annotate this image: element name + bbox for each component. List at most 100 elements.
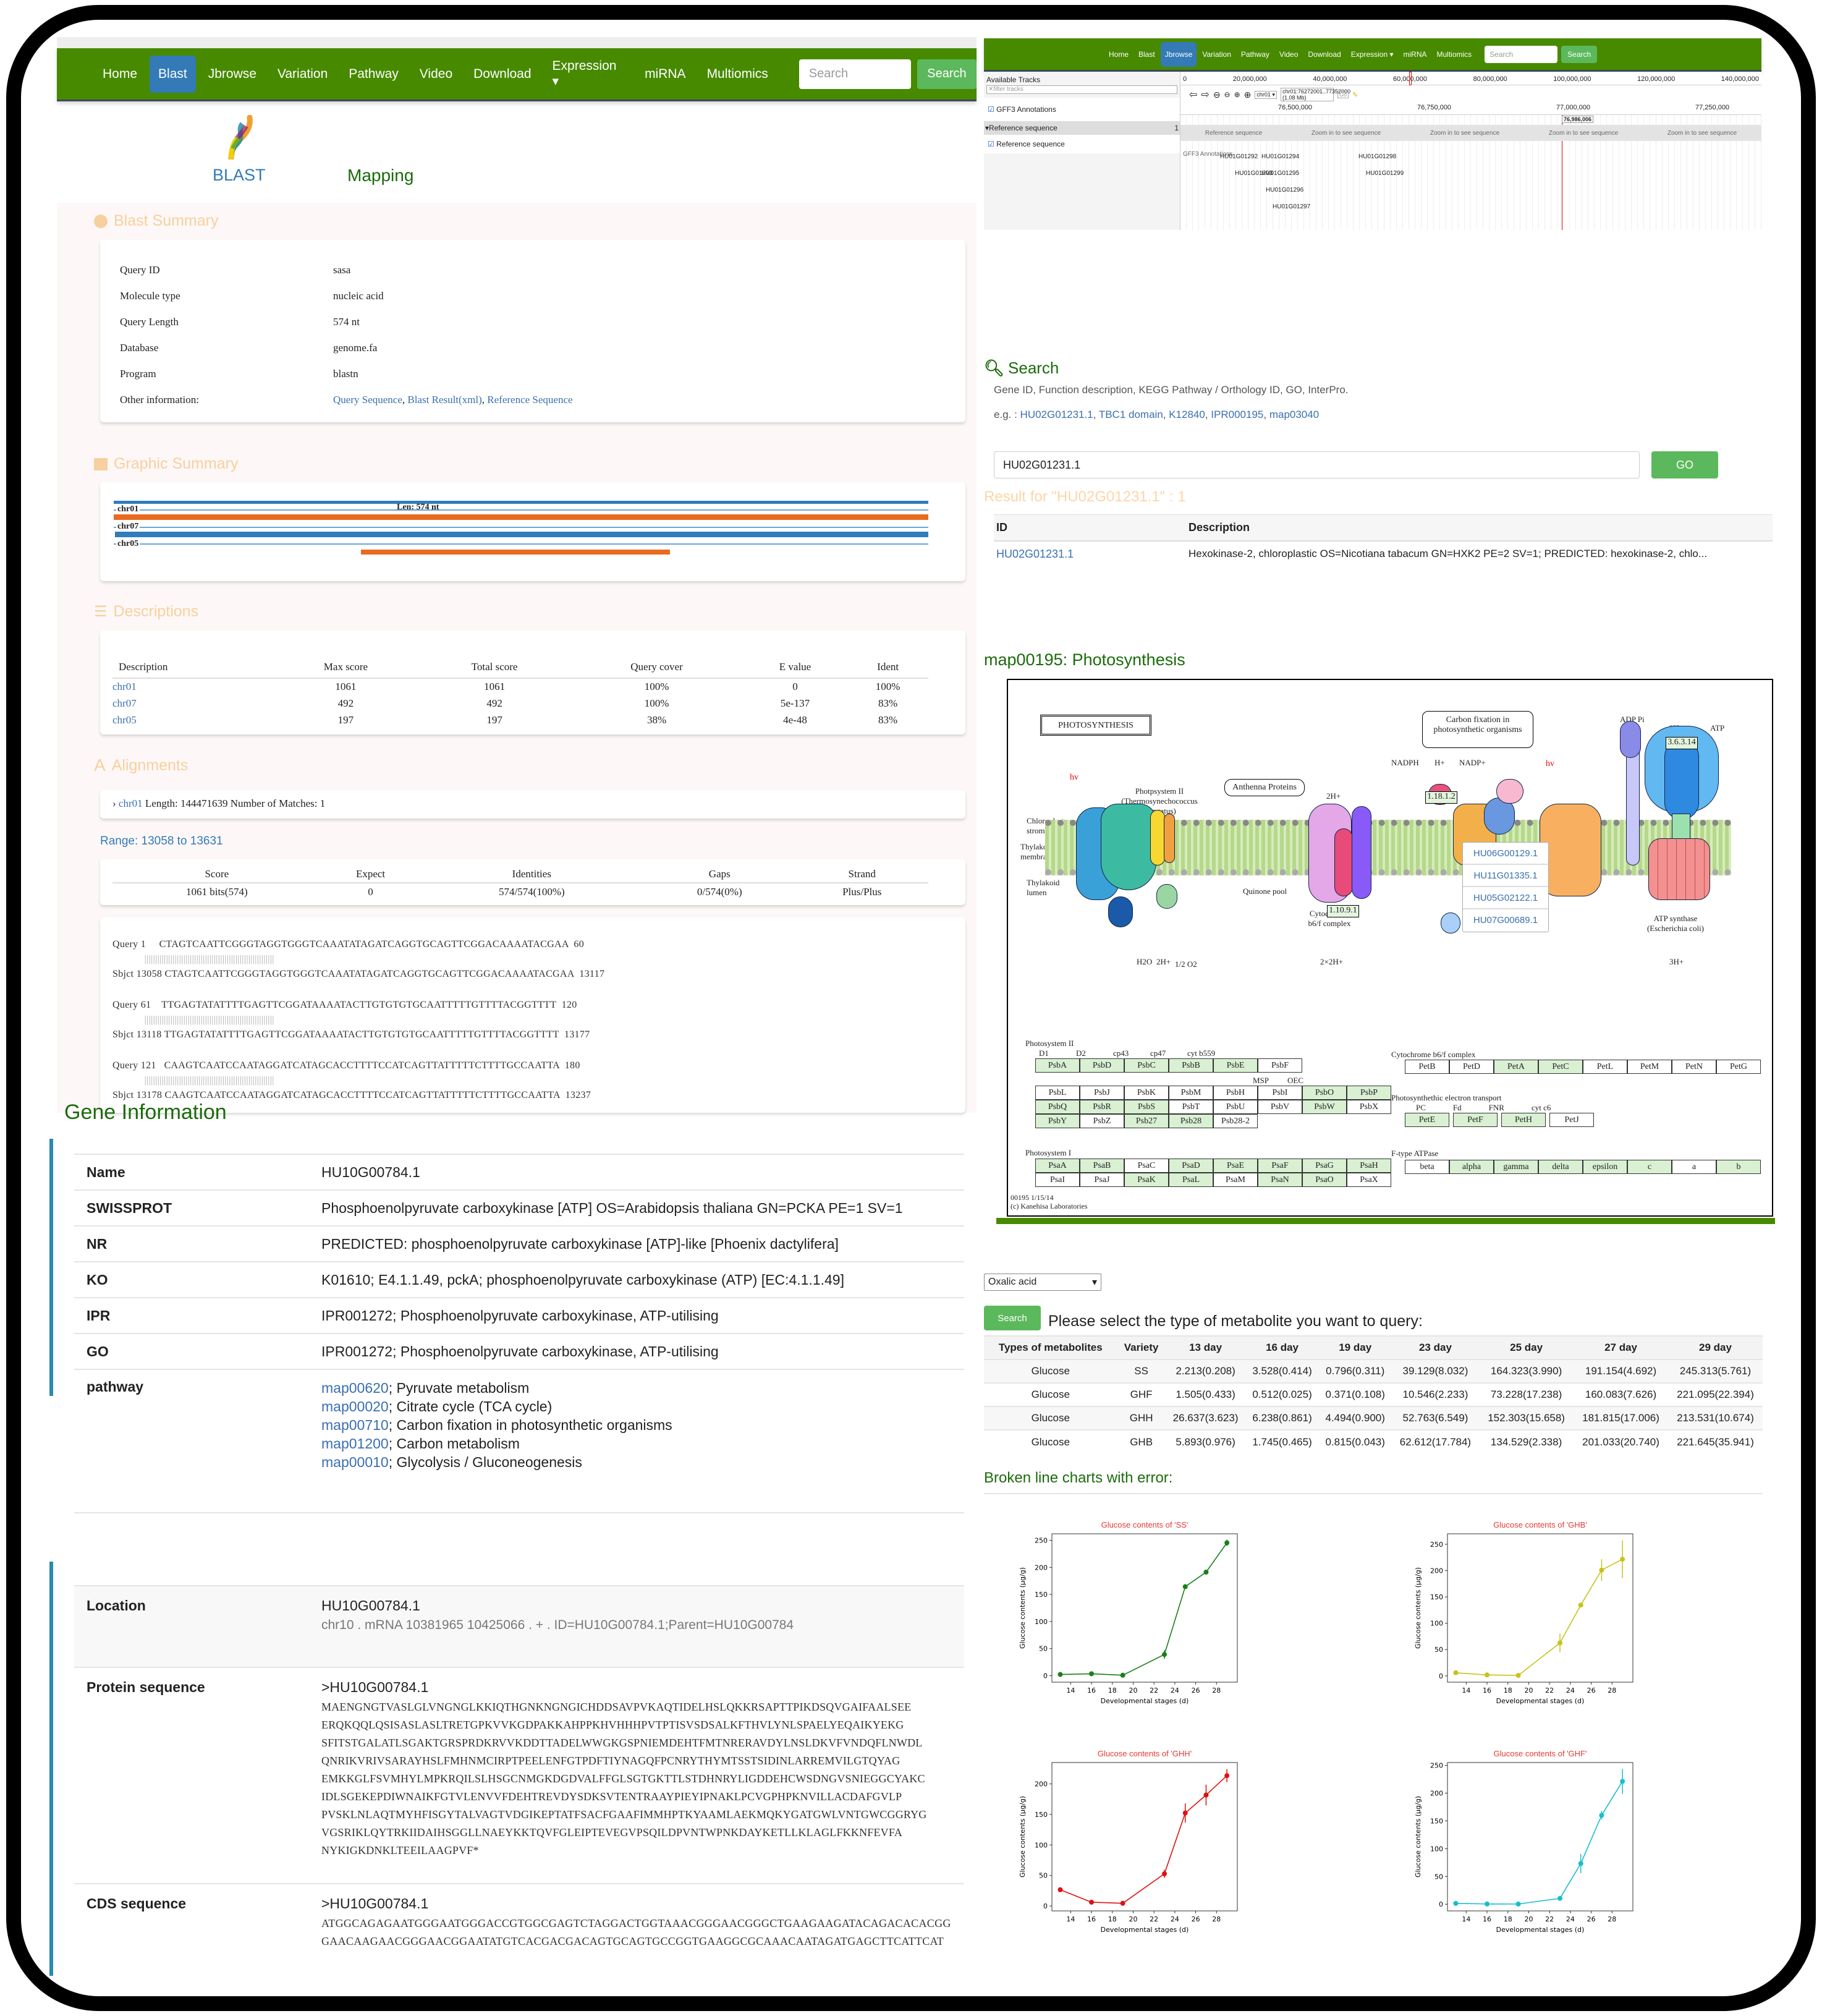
zoom-out-icon[interactable]: ⊖ bbox=[1213, 89, 1221, 100]
antenna-proteins-link[interactable]: Anthenna Proteins bbox=[1224, 779, 1305, 796]
track-gff3-toggle[interactable]: ☑ GFF3 Annotations bbox=[984, 98, 1180, 121]
carbon-fixation-link[interactable]: Carbon fixation in photosynthetic organi… bbox=[1422, 711, 1533, 748]
ec-1-18-1-2[interactable]: 1.18.1.2 bbox=[1425, 791, 1457, 804]
cytb559-e-protein[interactable] bbox=[1164, 814, 1175, 863]
pathway-link[interactable]: map00010 bbox=[321, 1454, 389, 1470]
nav-multiomics[interactable]: Multiomics bbox=[706, 66, 768, 81]
gene-feature[interactable]: HU01G01298 bbox=[1358, 153, 1397, 160]
atpase-delta-protein[interactable] bbox=[1620, 721, 1641, 758]
nav-search-input[interactable]: Search bbox=[799, 59, 911, 89]
zoom-out-small-icon[interactable]: ⊖ bbox=[1224, 90, 1231, 99]
nav-search-button[interactable]: Search bbox=[917, 59, 977, 89]
go-button[interactable]: Go bbox=[1337, 91, 1349, 98]
hit-link[interactable]: chr05 bbox=[112, 713, 137, 726]
kegg-gene-box[interactable]: PsaA bbox=[1035, 1159, 1080, 1173]
mapping-tab[interactable]: Mapping bbox=[347, 166, 414, 185]
nav-search-input[interactable]: Search bbox=[1485, 45, 1558, 63]
kegg-gene-box[interactable]: c bbox=[1627, 1160, 1672, 1174]
hit-link[interactable]: chr07 bbox=[112, 697, 137, 709]
zoom-in-icon[interactable]: ⊕ bbox=[1244, 89, 1252, 100]
pathway-link[interactable]: map01200 bbox=[321, 1435, 389, 1452]
kegg-gene-box[interactable]: PsaB bbox=[1080, 1159, 1124, 1173]
kegg-gene-box[interactable]: PsbP bbox=[1347, 1086, 1391, 1100]
nav-variation[interactable]: Variation bbox=[1202, 49, 1231, 59]
chr07-hit-bar[interactable] bbox=[115, 532, 928, 537]
chr01-label[interactable]: chr01 bbox=[116, 504, 140, 514]
kegg-gene-box[interactable]: PsbA bbox=[1035, 1058, 1080, 1073]
nav-mirna[interactable]: miRNA bbox=[1403, 49, 1427, 59]
pathway-link[interactable]: map00020 bbox=[321, 1398, 389, 1414]
search-input[interactable]: HU02G01231.1 bbox=[994, 451, 1640, 478]
nav-download[interactable]: Download bbox=[1308, 49, 1341, 59]
kegg-gene-box[interactable]: Psb28 bbox=[1169, 1114, 1213, 1128]
nav-jbrowse[interactable]: Jbrowse bbox=[208, 66, 256, 81]
chr07-label[interactable]: chr07 bbox=[116, 522, 140, 532]
nav-expression-dropdown[interactable]: Expression ▾ bbox=[552, 59, 617, 88]
nav-expression-dropdown[interactable]: Expression ▾ bbox=[1350, 49, 1394, 59]
gene-feature[interactable]: HU01G01296 bbox=[1266, 187, 1304, 194]
kegg-gene-box[interactable]: PsaD bbox=[1169, 1159, 1213, 1173]
kegg-gene-box[interactable]: PetE bbox=[1405, 1113, 1449, 1127]
nav-multiomics[interactable]: Multiomics bbox=[1436, 49, 1472, 59]
location-input[interactable]: chr01:76272001..77352000 (1.08 Mb) bbox=[1280, 88, 1350, 101]
psbv-protein[interactable] bbox=[1156, 884, 1177, 909]
psab-protein[interactable] bbox=[1540, 804, 1601, 896]
pathway-link[interactable]: map00710 bbox=[321, 1417, 389, 1433]
ec-1-10-9-1[interactable]: 1.10.9.1 bbox=[1327, 905, 1359, 917]
track-reference-toggle[interactable]: ☑ Reference sequence bbox=[984, 135, 1180, 153]
chr05-label[interactable]: chr05 bbox=[116, 539, 140, 549]
kegg-gene-box[interactable]: alpha bbox=[1449, 1160, 1494, 1174]
genome-view[interactable]: 0 20,000,000 40,000,000 60,000,000 80,000,00… bbox=[1180, 72, 1761, 230]
psad-protein[interactable] bbox=[1484, 797, 1515, 835]
kegg-gene-box[interactable]: PsbB bbox=[1169, 1058, 1213, 1073]
metabolite-search-button[interactable]: Search bbox=[984, 1306, 1041, 1330]
gene-feature[interactable]: HU01G01292 bbox=[1220, 153, 1258, 160]
cytb559-f-protein[interactable] bbox=[1150, 810, 1165, 866]
kegg-gene-box[interactable]: PetF bbox=[1453, 1113, 1498, 1127]
chrom-select[interactable]: chr01 ▾ bbox=[1255, 90, 1277, 99]
kegg-gene-box[interactable]: PsbS bbox=[1124, 1100, 1169, 1114]
gene-feature[interactable]: HU01G01294 bbox=[1261, 153, 1300, 160]
result-id-link[interactable]: HU02G01231.1 bbox=[996, 547, 1074, 560]
alignment-hit-link[interactable]: chr01 bbox=[118, 797, 143, 809]
kegg-gene-box[interactable]: PsbC bbox=[1124, 1058, 1169, 1073]
popup-gene-link[interactable]: HU11G01335.1 bbox=[1463, 865, 1548, 887]
atpase-c-ring[interactable] bbox=[1648, 838, 1710, 900]
kegg-gene-box[interactable]: PsaN bbox=[1258, 1173, 1302, 1187]
pathway-link[interactable]: map00620 bbox=[321, 1380, 389, 1396]
nav-jbrowse[interactable]: Jbrowse bbox=[1160, 41, 1197, 67]
kegg-gene-box[interactable]: PetC bbox=[1538, 1060, 1583, 1074]
nav-video[interactable]: Video bbox=[419, 66, 453, 81]
gene-feature[interactable]: HU01G01293 bbox=[1235, 170, 1273, 177]
kegg-gene-box[interactable]: PsaL bbox=[1169, 1173, 1213, 1187]
kegg-gene-box[interactable]: gamma bbox=[1494, 1160, 1538, 1174]
kegg-gene-box[interactable]: Psb27 bbox=[1124, 1114, 1169, 1128]
reference-group-header[interactable]: ▾Reference sequence 1 bbox=[984, 121, 1180, 135]
nav-variation[interactable]: Variation bbox=[277, 66, 328, 81]
gene-feature[interactable]: HU01G01299 bbox=[1366, 170, 1404, 177]
example-link[interactable]: HU02G01231.1 bbox=[1020, 409, 1093, 420]
nav-blast[interactable]: Blast bbox=[150, 55, 196, 93]
go-button[interactable]: GO bbox=[1651, 451, 1718, 478]
overview-locator[interactable] bbox=[1409, 72, 1412, 85]
kegg-gene-box[interactable]: PsbY bbox=[1035, 1114, 1080, 1128]
nav-mirna[interactable]: miRNA bbox=[645, 66, 686, 81]
petd-protein[interactable] bbox=[1334, 828, 1353, 896]
d1-protein[interactable] bbox=[1101, 804, 1156, 890]
checkbox-icon[interactable]: ☑ bbox=[988, 105, 994, 114]
kegg-gene-box[interactable]: delta bbox=[1538, 1160, 1583, 1174]
psbu-protein[interactable] bbox=[1108, 896, 1133, 927]
kegg-gene-box[interactable]: PsbO bbox=[1302, 1086, 1347, 1100]
kegg-gene-box[interactable]: PsbE bbox=[1213, 1058, 1258, 1073]
nav-home[interactable]: Home bbox=[103, 66, 138, 81]
kegg-gene-box[interactable]: PsbW bbox=[1302, 1100, 1347, 1114]
nav-pathway[interactable]: Pathway bbox=[1240, 49, 1269, 59]
example-link[interactable]: IPR000195 bbox=[1211, 409, 1264, 420]
highlight-icon[interactable]: ✎ bbox=[1352, 91, 1358, 99]
metabolite-select[interactable]: Oxalic acid ▾ bbox=[984, 1274, 1101, 1291]
nav-pathway[interactable]: Pathway bbox=[349, 66, 399, 81]
kegg-gene-box[interactable]: PsbD bbox=[1080, 1058, 1124, 1073]
checkbox-icon[interactable]: ☑ bbox=[988, 140, 994, 148]
ec-3-6-3-14[interactable]: 3.6.3.14 bbox=[1666, 737, 1698, 749]
filter-tracks-input[interactable]: ✕filter tracks bbox=[986, 85, 1177, 94]
